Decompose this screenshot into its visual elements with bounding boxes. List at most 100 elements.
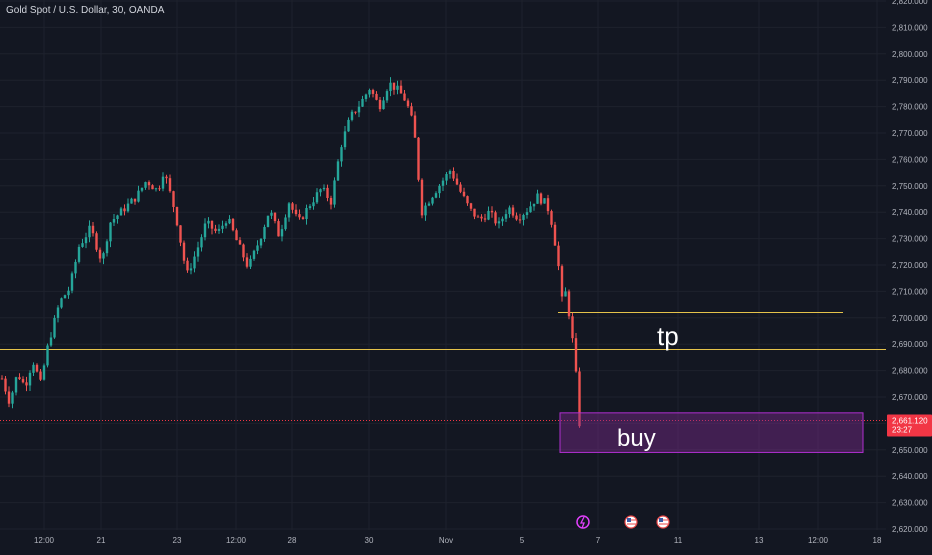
candle-body xyxy=(578,371,581,427)
lightning-icon-bolt xyxy=(579,516,585,529)
candle-body xyxy=(413,115,417,138)
candle-body xyxy=(364,94,368,99)
candle-body xyxy=(277,221,280,237)
candle-body xyxy=(557,245,560,267)
candle-body xyxy=(410,106,413,116)
candle-body xyxy=(501,218,504,222)
candle-body xyxy=(455,178,459,185)
candle-body xyxy=(476,216,480,218)
candle-body xyxy=(165,176,168,179)
price-tick-label: 2,670.000 xyxy=(892,393,928,402)
candle-body xyxy=(77,246,81,262)
candle-body xyxy=(385,91,389,101)
candle-body xyxy=(0,378,4,380)
candle-body xyxy=(553,224,557,246)
candle-body xyxy=(126,203,130,212)
candle-body xyxy=(210,220,214,229)
candle-body xyxy=(361,98,364,107)
price-axis[interactable]: 2,620.000 2,630.000 2,640.000 2,650.000 2,66… xyxy=(892,0,928,534)
candle-body xyxy=(105,241,109,254)
price-tick-label: 2,690.000 xyxy=(892,340,928,349)
candle-body xyxy=(259,238,263,246)
price-tick-label: 2,650.000 xyxy=(892,446,928,455)
price-tick-label: 2,800.000 xyxy=(892,50,928,59)
candle-body xyxy=(469,203,473,209)
tp-label: tp xyxy=(657,321,679,351)
time-tick-label: Nov xyxy=(439,536,453,545)
candle-body xyxy=(494,212,497,224)
candle-body xyxy=(140,187,144,191)
candle-body xyxy=(308,206,312,208)
lightning-icon-ring xyxy=(576,515,590,529)
us-flag-icon[interactable] xyxy=(624,515,638,529)
candle-body xyxy=(522,215,525,220)
time-tick-label: 7 xyxy=(596,536,601,545)
candle-body xyxy=(371,90,375,94)
candle-body xyxy=(70,273,74,291)
lightning-icon[interactable] xyxy=(576,515,590,529)
candle-body xyxy=(378,99,382,110)
time-tick-label: 12:00 xyxy=(226,536,247,545)
candle-body xyxy=(196,247,200,257)
price-badge-bg xyxy=(887,414,932,437)
candle-body xyxy=(438,185,441,194)
candle-body xyxy=(326,187,329,198)
flag-icon-canton xyxy=(627,518,631,522)
countdown-label: 23:27 xyxy=(892,425,913,434)
candle-body xyxy=(305,207,308,219)
event-markers[interactable] xyxy=(576,515,670,529)
candle-body xyxy=(490,210,494,213)
candle-body xyxy=(301,217,305,219)
price-tick-label: 2,750.000 xyxy=(892,182,928,191)
price-tick-label: 2,820.000 xyxy=(892,0,928,6)
candle-body xyxy=(284,217,287,230)
candle-body xyxy=(235,230,238,241)
candle-body xyxy=(133,198,137,202)
candle-body xyxy=(154,188,158,190)
candle-body xyxy=(427,203,431,206)
us-flag-icon[interactable] xyxy=(656,515,670,529)
candle-body xyxy=(14,377,18,393)
flag-icon-canton xyxy=(659,518,663,522)
price-tick-label: 2,620.000 xyxy=(892,525,928,534)
candle-body xyxy=(406,100,410,107)
level-lines[interactable] xyxy=(0,312,886,421)
symbol-title: Gold Spot / U.S. Dollar, 30, OANDA xyxy=(6,5,165,16)
candle-body xyxy=(350,111,354,120)
buy-zone[interactable] xyxy=(559,412,864,453)
candle-body xyxy=(560,266,564,297)
candle-body xyxy=(343,131,347,148)
candle-body xyxy=(508,207,511,215)
candle-body xyxy=(368,90,371,95)
candle-body xyxy=(147,182,151,186)
candle-body xyxy=(203,223,207,238)
time-axis[interactable]: 12:00 21 23 12:00 28 30 Nov 5 7 11 13 12:00 18 xyxy=(34,536,882,545)
candle-body xyxy=(294,209,298,215)
candle-body xyxy=(420,179,424,216)
candle-body xyxy=(319,189,322,193)
candle-body xyxy=(46,345,49,366)
price-tick-label: 2,760.000 xyxy=(892,155,928,164)
candle-body xyxy=(123,208,126,212)
price-tick-label: 2,720.000 xyxy=(892,261,928,270)
candle-body xyxy=(182,242,186,261)
candle-body xyxy=(175,206,179,226)
candle-body xyxy=(354,111,357,113)
candle-body xyxy=(189,268,193,271)
price-tick-label: 2,780.000 xyxy=(892,103,928,112)
buy-zone-box[interactable] xyxy=(559,412,864,453)
price-tick-label: 2,740.000 xyxy=(892,208,928,217)
candle-body xyxy=(221,225,224,229)
time-tick-label: 5 xyxy=(520,536,525,545)
candle-body xyxy=(431,197,434,204)
candle-body xyxy=(459,184,462,192)
candle-body xyxy=(67,290,70,296)
candle-body xyxy=(91,225,95,234)
candle-body xyxy=(525,212,529,216)
candle-body xyxy=(532,203,536,207)
candle-body xyxy=(487,210,490,220)
